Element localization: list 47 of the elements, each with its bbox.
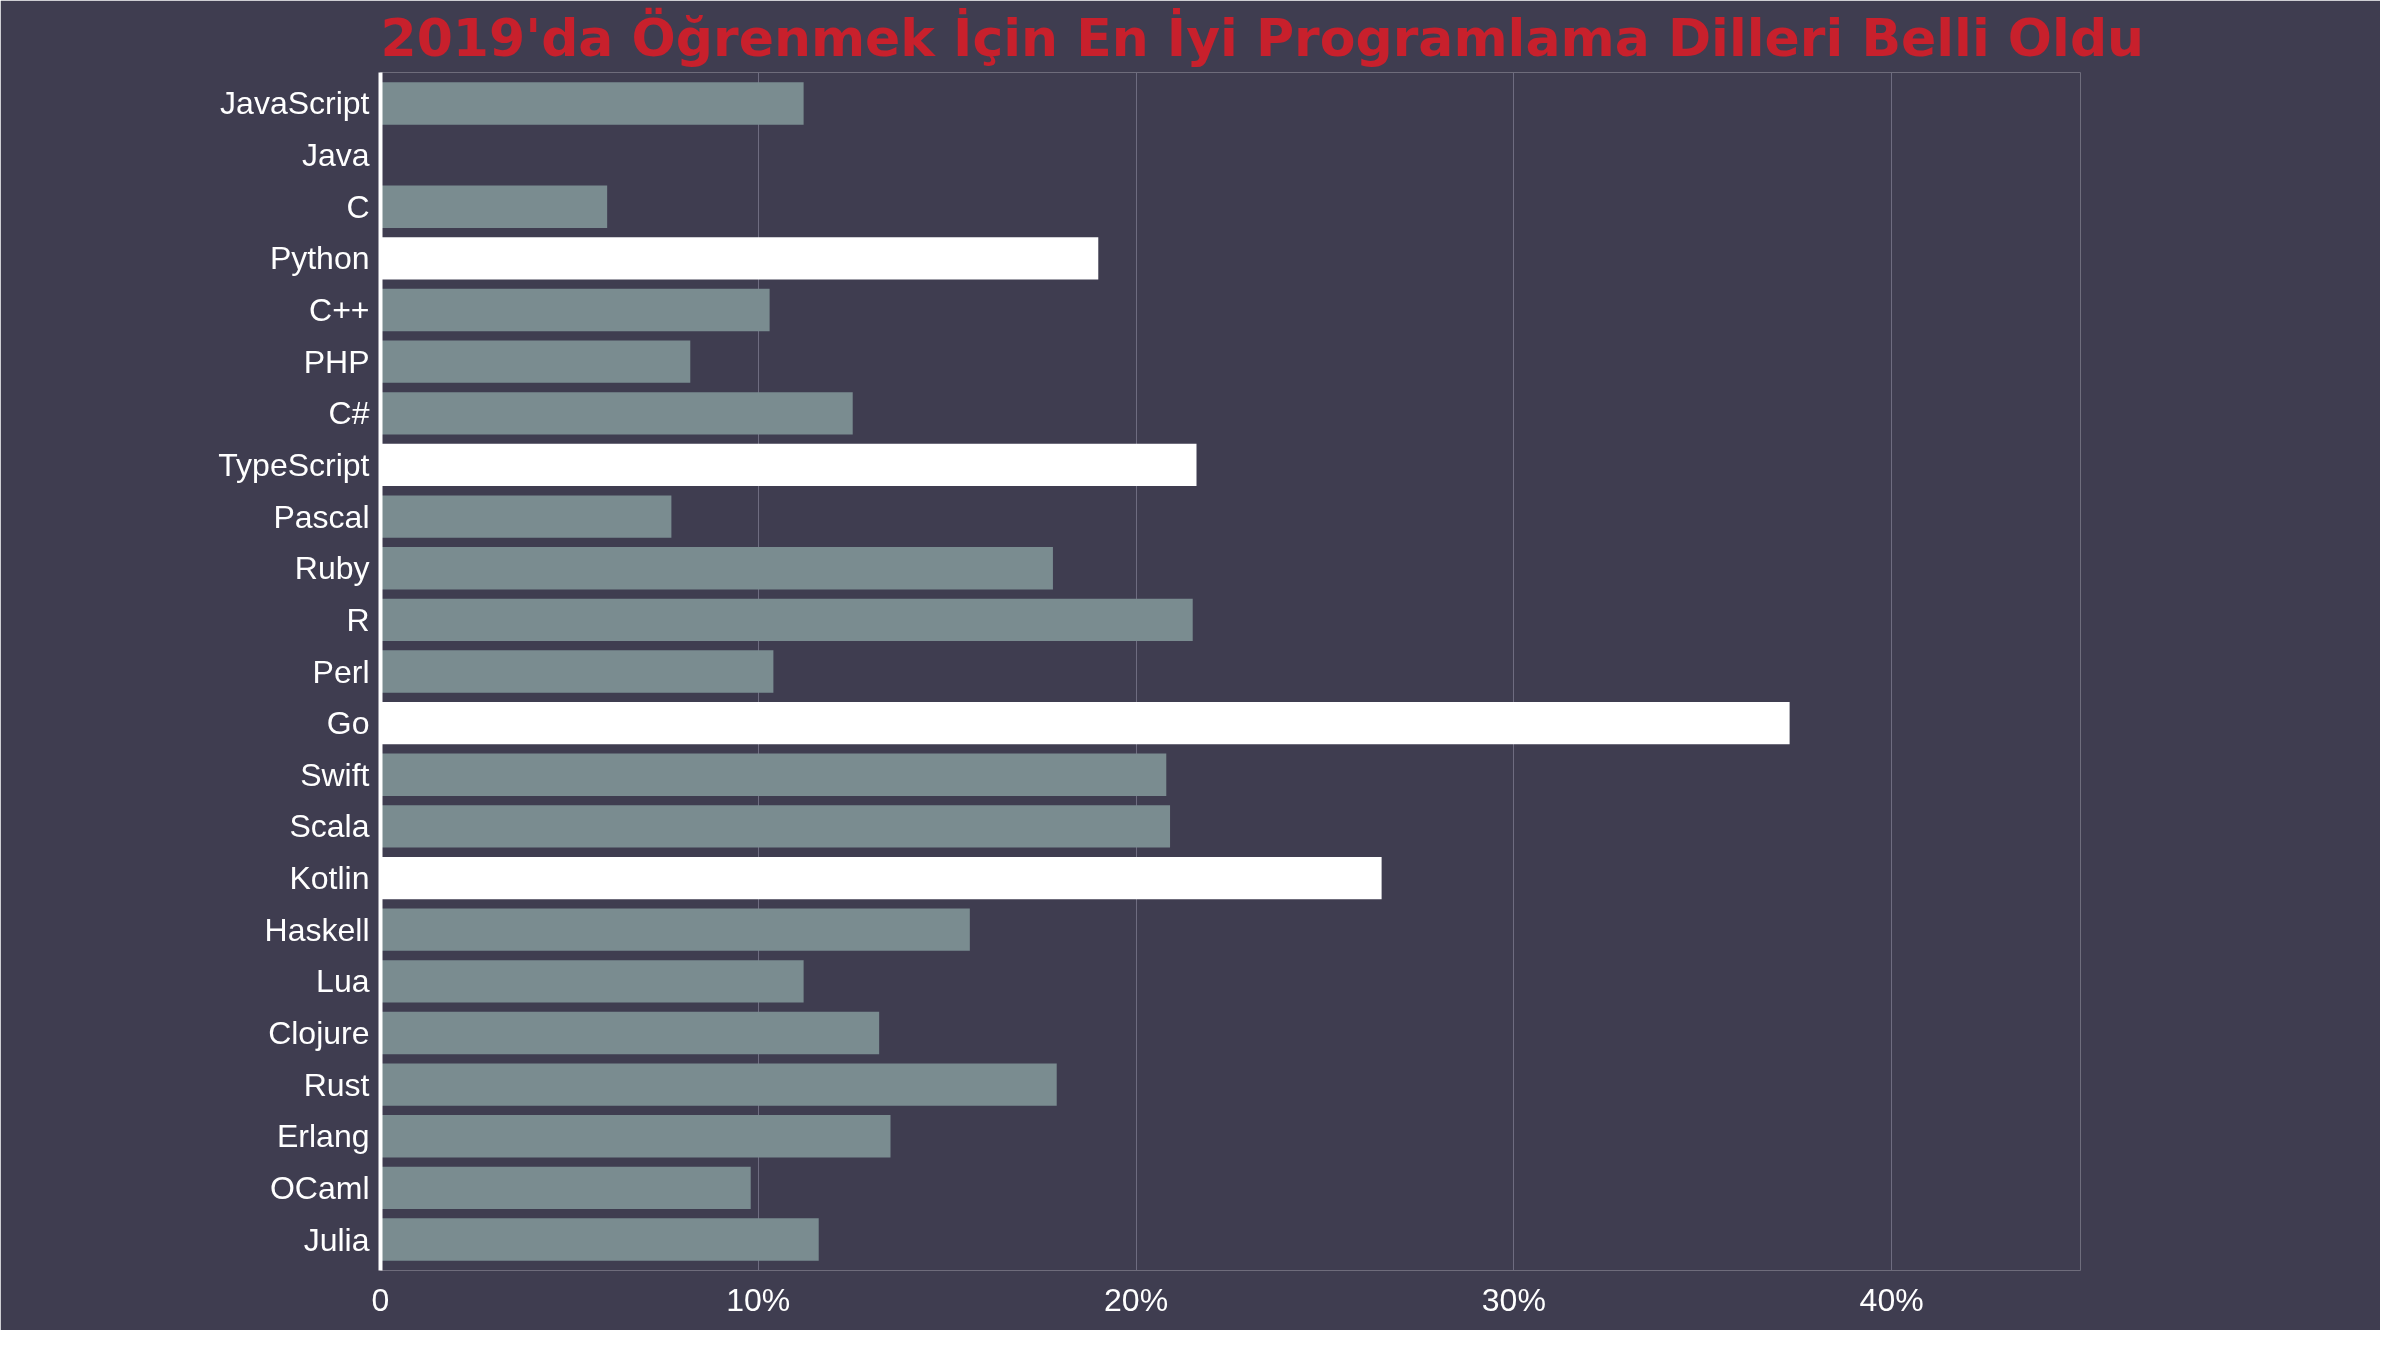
bar (380, 805, 1171, 848)
x-tick-label: 40% (1859, 1281, 1924, 1318)
y-tick-label: Kotlin (289, 860, 370, 897)
bar (380, 547, 1053, 590)
bar (380, 1115, 891, 1158)
bar (380, 650, 774, 693)
bar (380, 185, 608, 228)
x-tick-label: 0 (371, 1281, 390, 1318)
y-tick-label: Go (326, 705, 370, 742)
bar (380, 960, 804, 1003)
y-tick-label: Clojure (268, 1014, 370, 1051)
bar (380, 1063, 1057, 1106)
y-tick-label: Haskell (264, 911, 370, 948)
y-tick-label: R (346, 601, 370, 638)
x-tick-label: 30% (1481, 1281, 1546, 1318)
y-tick-label: C# (328, 395, 370, 432)
y-tick-label: Pascal (273, 498, 370, 535)
y-tick-label: Swift (300, 756, 370, 793)
y-tick-label: Perl (312, 653, 370, 690)
bar (380, 340, 691, 383)
y-tick-label: TypeScript (218, 446, 370, 483)
y-tick-label: Python (269, 240, 370, 277)
y-tick-label: JavaScript (220, 85, 370, 122)
y-tick-label: Ruby (294, 550, 370, 587)
y-tick-label: Lua (316, 963, 370, 1000)
y-tick-label: C++ (309, 292, 370, 329)
bar (380, 1011, 880, 1055)
bar (380, 908, 970, 951)
bar (380, 753, 1167, 796)
chart-title: 2019'da Öğrenmek İçin En İyi Programlama Dilleri Belli Oldu (380, 6, 2145, 68)
y-tick-label: Rust (303, 1066, 370, 1103)
y-tick-label: Java (301, 137, 370, 174)
bar (380, 392, 853, 435)
y-tick-label: C (346, 188, 370, 225)
bar (380, 1218, 819, 1261)
bar (380, 495, 672, 538)
y-tick-label: Julia (303, 1221, 370, 1258)
bar (380, 82, 804, 125)
y-tick-label: Erlang (277, 1118, 370, 1155)
bar (380, 288, 770, 332)
bar (380, 1166, 751, 1210)
x-tick-label: 10% (726, 1281, 791, 1318)
y-tick-label: PHP (303, 343, 370, 380)
y-tick-label: OCaml (269, 1169, 370, 1206)
y-tick-label: Scala (289, 808, 370, 845)
bar (380, 598, 1193, 642)
x-tick-label: 20% (1104, 1281, 1169, 1318)
